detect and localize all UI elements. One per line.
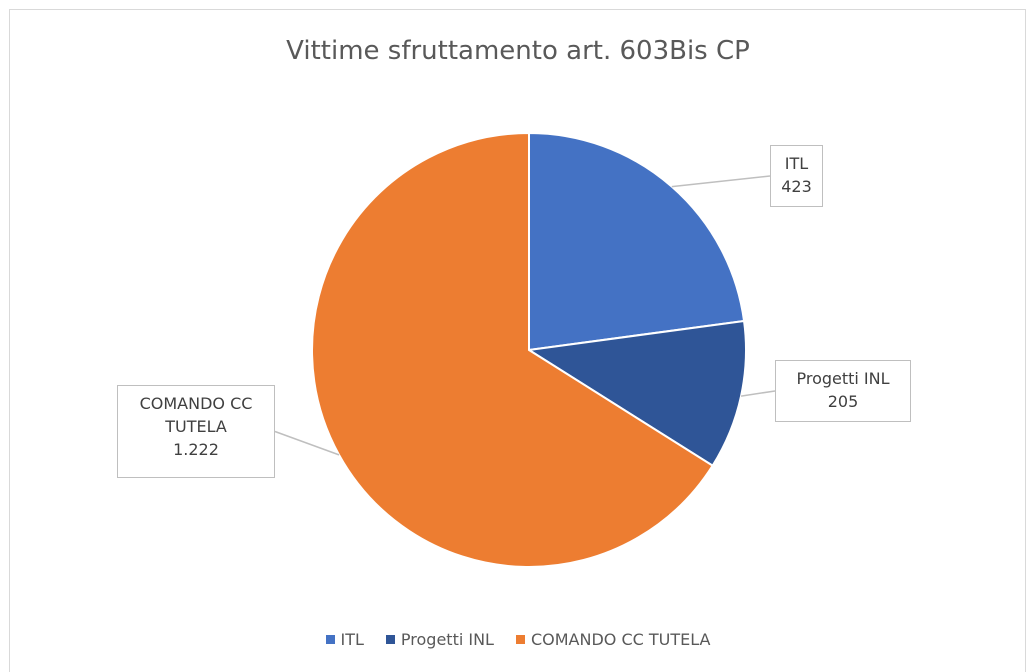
legend-swatch bbox=[325, 635, 335, 644]
legend-label: COMANDO CC TUTELA bbox=[530, 630, 711, 649]
legend-label: ITL bbox=[340, 630, 364, 649]
data-label-value: 423 bbox=[781, 177, 812, 196]
data-label-name: Progetti INL bbox=[796, 369, 890, 388]
data-label: ITL 423 bbox=[770, 145, 823, 207]
leader-line bbox=[740, 390, 776, 397]
data-label-value: 205 bbox=[827, 392, 859, 411]
legend-item: COMANDO CC TUTELA bbox=[515, 630, 711, 649]
data-label: Progetti INL 205 bbox=[775, 360, 911, 422]
legend-item: ITL bbox=[325, 630, 364, 649]
data-label-name: COMANDO CC TUTELA bbox=[139, 394, 253, 436]
pie-slice bbox=[528, 131, 746, 352]
legend-swatch bbox=[515, 635, 525, 644]
chart-border bbox=[9, 9, 1026, 672]
legend-swatch bbox=[385, 635, 395, 644]
data-label-value: 1.222 bbox=[173, 440, 219, 459]
data-label: COMANDO CC TUTELA 1.222 bbox=[117, 385, 275, 478]
chart-title: Vittime sfruttamento art. 603Bis CP bbox=[286, 36, 750, 66]
legend-item: Progetti INL bbox=[385, 630, 494, 649]
data-label-name: ITL bbox=[784, 154, 809, 173]
leader-line bbox=[274, 430, 340, 456]
legend-label: Progetti INL bbox=[400, 630, 494, 649]
pie-slice bbox=[526, 319, 747, 468]
legend: ITL Progetti INL COMANDO CC TUTELA bbox=[0, 630, 1036, 649]
leader-line bbox=[671, 175, 771, 188]
